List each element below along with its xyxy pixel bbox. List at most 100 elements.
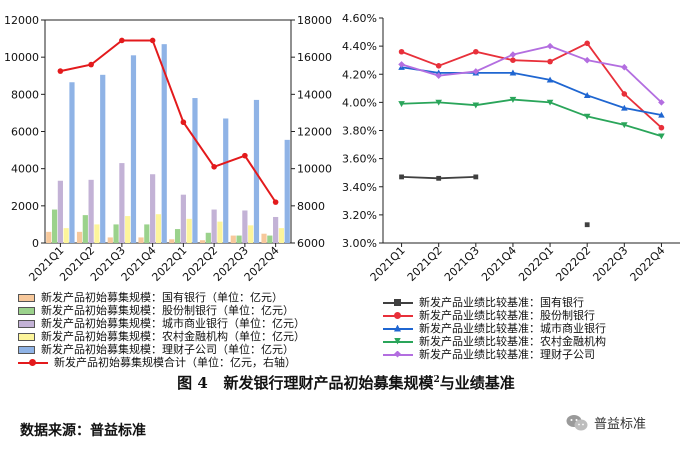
total-point (272, 199, 279, 205)
legend-item: 新发产品业绩比较基准：国有银行 (383, 296, 606, 309)
benchmark-point (658, 111, 665, 118)
bar (199, 240, 206, 243)
benchmark-line (401, 42, 663, 129)
bar (180, 194, 186, 243)
benchmark-point (584, 40, 590, 47)
legend-item: 新发产品初始募集规模：国有银行（单位：亿元） (18, 291, 305, 304)
benchmark-point (472, 102, 480, 109)
bar (57, 180, 63, 243)
legend-label: 新发产品初始募集规模：理财子公司（单位：亿元） (41, 343, 294, 356)
pct-y-tick-label: 3.60% (342, 153, 377, 166)
bar (192, 98, 198, 243)
benchmark-point (658, 99, 665, 106)
benchmark-point (621, 122, 628, 129)
legend-label: 新发产品初始募集规模：农村金融机构（单位：亿元） (41, 330, 305, 343)
benchmark-point (510, 57, 516, 63)
total-point (57, 68, 64, 74)
benchmark-point (584, 222, 590, 228)
watermark-text: 普益标准 (594, 417, 647, 432)
legend-line-key (383, 350, 413, 360)
right-y-tick-label: 6000 (297, 237, 325, 250)
left-y-tick-label: 12000 (4, 14, 39, 27)
bar (248, 225, 254, 243)
bar (46, 231, 52, 243)
bar (236, 235, 242, 243)
bar (150, 174, 156, 243)
bar (223, 118, 229, 243)
benchmark-point (546, 99, 554, 106)
pct-y-tick-label: 4.00% (342, 96, 377, 109)
benchmark-point (621, 91, 628, 97)
legend-label: 新发产品初始募集规模：国有银行（单位：亿元） (41, 291, 283, 304)
pct-x-tick-label: 2022Q3 (590, 244, 630, 284)
watermark: 普益标准 (566, 413, 646, 432)
benchmark-point (621, 104, 628, 111)
bar (94, 224, 100, 243)
pct-x-tick-label: 2022Q2 (553, 244, 593, 284)
legend-label: 新发产品初始募集规模：城市商业银行（单位：亿元） (41, 317, 305, 330)
bar (130, 55, 137, 243)
legend-swatch (18, 306, 35, 315)
right-chart-legend: 新发产品业绩比较基准：国有银行 新发产品业绩比较基准：股份制银行 新发产品业绩比较基… (383, 296, 606, 361)
legend-item: 新发产品业绩比较基准：理财子公司 (383, 348, 606, 361)
right-y-tick-label: 10000 (297, 163, 332, 176)
bar (230, 235, 236, 243)
pct-y-tick-label: 3.00% (342, 237, 377, 250)
benchmark-point (583, 92, 591, 98)
legend-item: 新发产品业绩比较基准：农村金融机构 (383, 335, 606, 348)
figure-caption: 图 4 新发银行理财产品初始募集规模2与业绩基准 (177, 374, 515, 392)
benchmark-point (473, 48, 479, 55)
legend-line-key (383, 298, 413, 308)
benchmark-line (401, 98, 662, 137)
legend-line-key (383, 311, 413, 321)
left-chart-legend: 新发产品初始募集规模：国有银行（单位：亿元） 新发产品初始募集规模：股份制银行（单… (18, 291, 305, 369)
total-line (60, 39, 277, 203)
bar (100, 74, 106, 243)
legend-item: 新发产品初始募集规模合计（单位：亿元，右轴） (18, 356, 305, 369)
benchmark-point (472, 68, 480, 75)
pct-y-tick-label: 4.40% (342, 40, 377, 53)
benchmark-point (509, 51, 517, 58)
pct-x-tick-label: 2022Q1 (516, 244, 556, 284)
legend-label: 新发产品业绩比较基准：理财子公司 (419, 348, 595, 361)
bar (125, 216, 131, 243)
left-y-tick-label: 4000 (11, 163, 39, 176)
left-y-tick-label: 0 (32, 237, 39, 250)
bar (242, 210, 248, 243)
pct-y-tick-label: 4.60% (342, 12, 377, 25)
benchmark-point (583, 113, 591, 120)
benchmark-line (401, 66, 662, 116)
pct-x-tick-label: 2022Q4 (627, 244, 667, 284)
legend-swatch (18, 345, 35, 354)
data-source-note: 数据来源：普益标准 (20, 423, 146, 439)
left-y-tick-label: 10000 (4, 51, 39, 64)
total-point (149, 37, 156, 44)
bar (205, 232, 211, 243)
benchmark-point (398, 101, 405, 108)
benchmark-point (473, 174, 479, 180)
benchmark-point (547, 58, 553, 65)
bar (155, 214, 162, 243)
legend-label: 新发产品初始募集规模：股份制银行（单位：亿元） (41, 304, 294, 317)
bar (69, 82, 75, 243)
bar (261, 233, 267, 243)
benchmark-point (583, 56, 591, 64)
benchmark-point (546, 42, 554, 50)
legend-label: 新发产品业绩比较基准：农村金融机构 (419, 335, 606, 348)
pct-y-tick-label: 3.40% (342, 181, 377, 194)
pct-y-tick-label: 3.80% (342, 125, 377, 138)
pct-x-tick-label: 2021Q3 (442, 244, 482, 284)
benchmark-line (401, 45, 663, 104)
bar (119, 163, 125, 243)
legend-item: 新发产品业绩比较基准：城市商业银行 (383, 322, 606, 335)
benchmark-point (399, 174, 404, 180)
legend-swatch (18, 293, 35, 302)
legend-swatch (18, 319, 35, 328)
legend-label: 新发产品初始募集规模合计（单位：亿元，右轴） (54, 356, 296, 369)
legend-item: 新发产品初始募集规模：理财子公司（单位：亿元） (18, 343, 305, 356)
right-y-tick-label: 8000 (297, 200, 325, 213)
bar (284, 139, 290, 243)
bar (217, 221, 223, 243)
legend-item: 新发产品初始募集规模：股份制银行（单位：亿元） (18, 304, 305, 317)
